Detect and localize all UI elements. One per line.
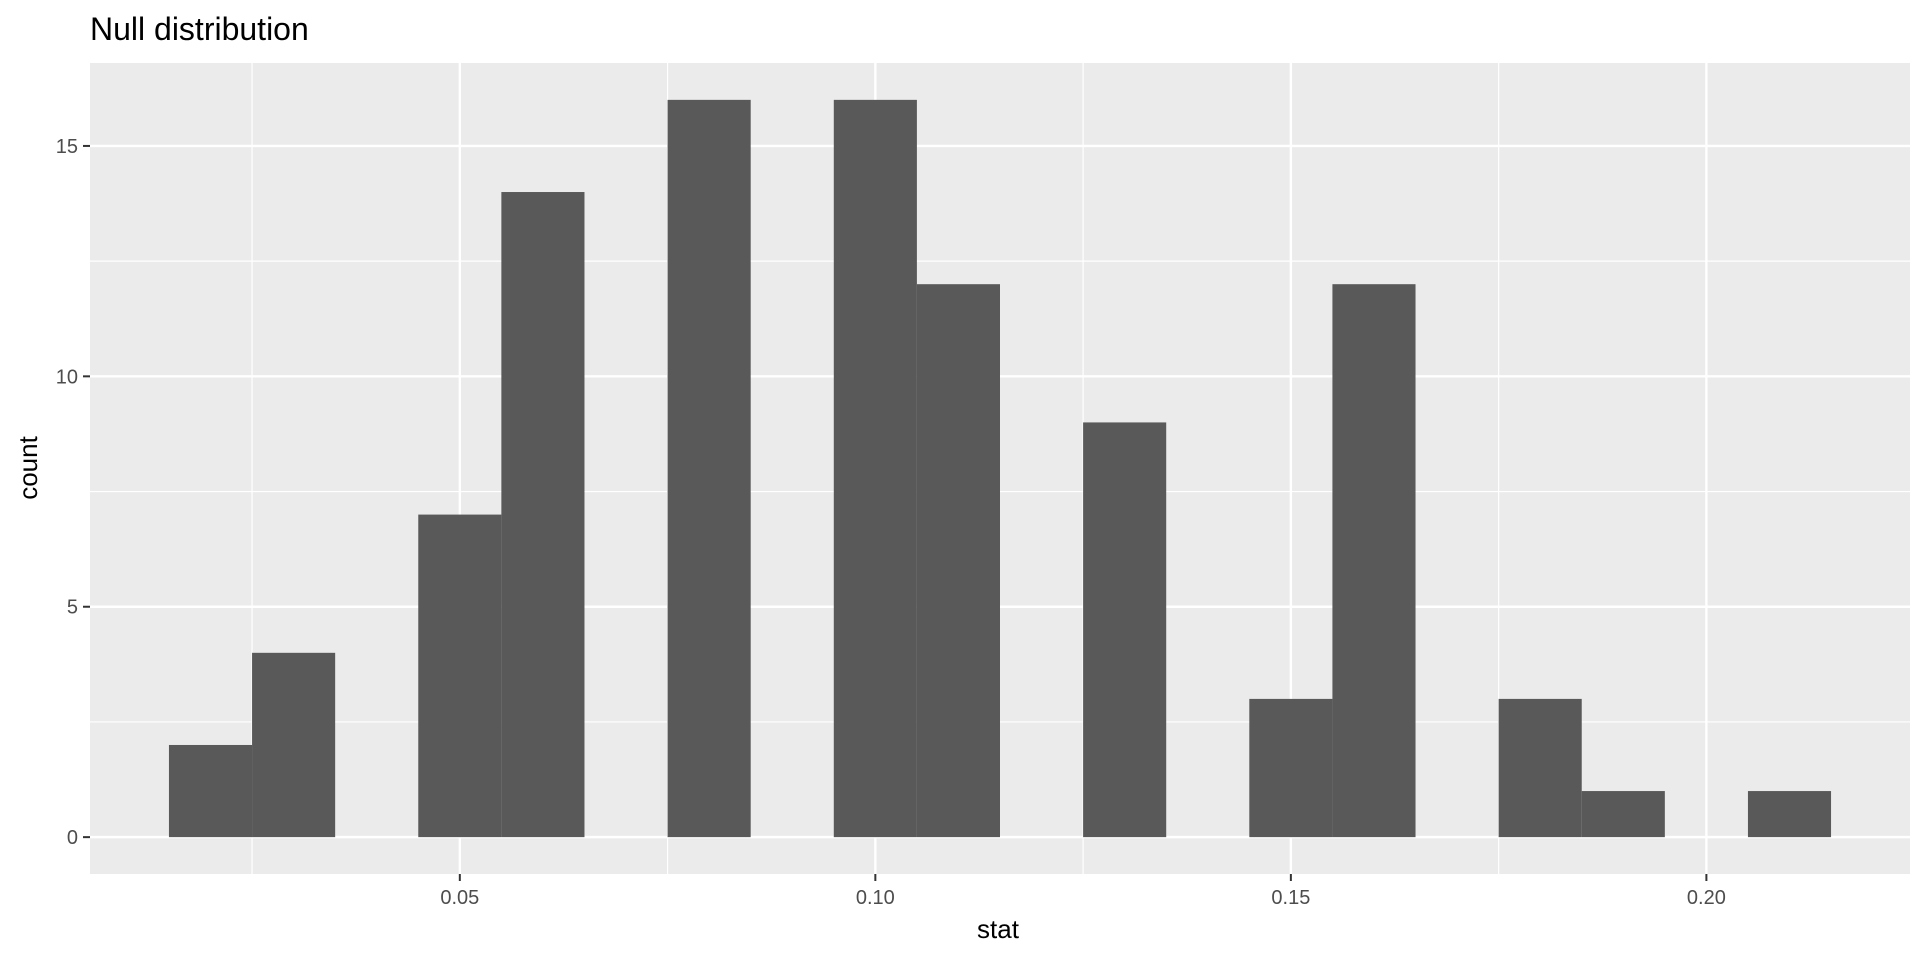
histogram-bar (1747, 791, 1832, 838)
x-axis-label: stat (977, 914, 1020, 944)
histogram-bar (501, 192, 585, 838)
histogram-bar (418, 514, 502, 838)
y-tick-label: 5 (67, 597, 78, 619)
histogram-bar (168, 744, 253, 838)
histogram-bar (1083, 422, 1167, 838)
histogram-bar (833, 99, 917, 838)
y-tick-label: 0 (67, 827, 78, 849)
y-axis: 0 5 10 15 (56, 136, 90, 849)
histogram-bar (916, 284, 1000, 838)
x-tick-label: 0.20 (1687, 887, 1726, 909)
y-tick-label: 10 (56, 366, 78, 388)
chart-title: Null distribution (90, 11, 309, 47)
histogram-bar (1498, 698, 1582, 838)
histogram-bars (168, 99, 1832, 838)
histogram-bar (667, 99, 751, 838)
histogram-bar (1249, 698, 1333, 838)
x-axis: 0.05 0.10 0.15 0.20 (440, 874, 1726, 909)
histogram-bar (1581, 791, 1665, 838)
x-tick-label: 0.10 (856, 887, 895, 909)
y-axis-label: count (13, 435, 43, 499)
x-tick-label: 0.15 (1271, 887, 1310, 909)
histogram-bar (1332, 284, 1416, 838)
histogram-bar (252, 652, 336, 838)
y-tick-label: 15 (56, 136, 78, 158)
x-tick-label: 0.05 (440, 887, 479, 909)
